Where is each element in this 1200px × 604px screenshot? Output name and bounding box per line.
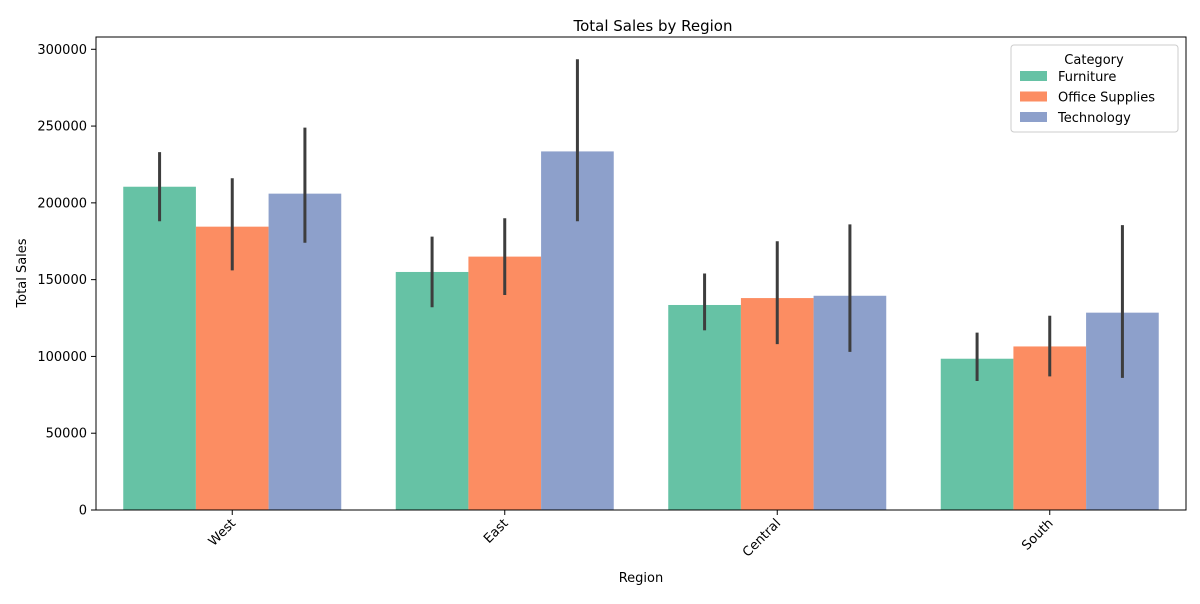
bar-furniture-east <box>395 271 469 510</box>
legend: Category Furniture Office Supplies Technol… <box>1010 44 1179 133</box>
y-tick-label: 150000 <box>37 273 87 288</box>
y-tick-label: 250000 <box>37 120 87 135</box>
legend-swatch-furniture <box>1020 71 1047 81</box>
bar-technology-west <box>268 193 342 510</box>
y-tick-label: 200000 <box>37 196 87 211</box>
y-axis-label: Total Sales <box>15 238 30 308</box>
x-tick-label-central: Central <box>740 516 784 560</box>
legend-label-office-supplies: Office Supplies <box>1058 91 1155 106</box>
bar-furniture-central <box>668 304 741 510</box>
plot-frame <box>95 36 1187 511</box>
legend-title: Category <box>1064 53 1124 68</box>
legend-label-technology: Technology <box>1057 111 1131 126</box>
x-axis-label: Region <box>619 571 664 586</box>
legend-items: Furniture Office Supplies Technology <box>1020 70 1155 126</box>
x-tick-label-east: East <box>481 516 511 546</box>
bar-furniture-south <box>940 358 1014 510</box>
bar-office-supplies-east <box>468 256 542 510</box>
legend-swatch-office-supplies <box>1020 91 1047 102</box>
chart-title: Total Sales by Region <box>572 17 732 35</box>
y-tick-label: 50000 <box>46 427 87 442</box>
error-bars-layer <box>158 59 1124 381</box>
legend-frame <box>1010 44 1179 133</box>
bars-layer <box>123 151 1159 511</box>
y-tick-label: 100000 <box>37 350 87 365</box>
x-tick-label-west: West <box>206 516 239 549</box>
x-tick-label-south: South <box>1019 516 1056 553</box>
legend-label-furniture: Furniture <box>1058 70 1116 85</box>
bar-furniture-west <box>123 186 196 510</box>
y-tick-label: 0 <box>79 504 87 519</box>
bar-office-supplies-west <box>195 226 269 511</box>
legend-swatch-technology <box>1020 112 1047 122</box>
y-tick-label: 300000 <box>37 43 87 58</box>
